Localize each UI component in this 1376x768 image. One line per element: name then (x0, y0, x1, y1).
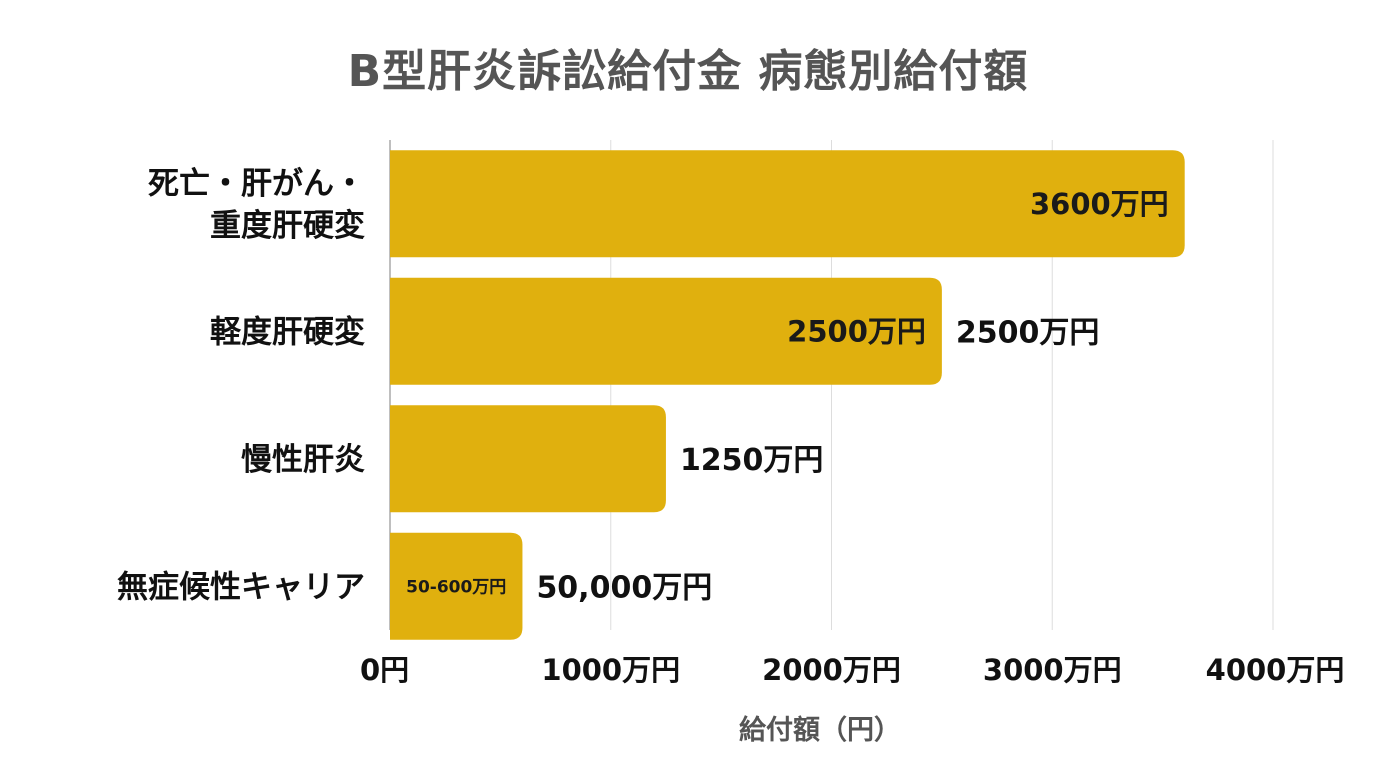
category-label: 無症候性キャリア (117, 569, 365, 605)
category-label: 重度肝硬変 (210, 208, 365, 244)
bar (390, 150, 1185, 258)
bar-outside-label: 2500万円 (956, 315, 1100, 350)
bars (390, 150, 1185, 640)
bar-outside-label: 1250万円 (680, 443, 824, 478)
x-tick-label: 3000万円 (983, 653, 1122, 687)
bar (390, 405, 666, 513)
x-tick-label: 2000万円 (762, 653, 901, 687)
bar (390, 277, 942, 385)
category-label: 慢性肝炎 (241, 442, 365, 478)
labels: 0円 1000万円 2000万円 3000万円 4000万円 死亡・肝がん・重度肝硬変 36… (117, 166, 1344, 687)
x-axis-title: 給付額（円） (739, 714, 901, 746)
x-tick-label: 1000万円 (541, 653, 680, 687)
bar-inside-label: 2500万円 (787, 314, 926, 348)
bar-inside-label: 3600万円 (1030, 187, 1169, 221)
x-tick-label: 4000万円 (1206, 653, 1345, 687)
x-tick-label: 0円 (360, 653, 409, 687)
category-label: 軽度肝硬変 (210, 314, 365, 350)
bar-outside-label: 50,000万円 (536, 570, 712, 605)
category-label: 死亡・肝がん・ (148, 166, 365, 202)
chart-title: B型肝炎訴訟給付金 病態別給付額 (347, 46, 1029, 97)
bar (390, 532, 523, 640)
bar-inside-label: 50-600万円 (406, 577, 506, 597)
